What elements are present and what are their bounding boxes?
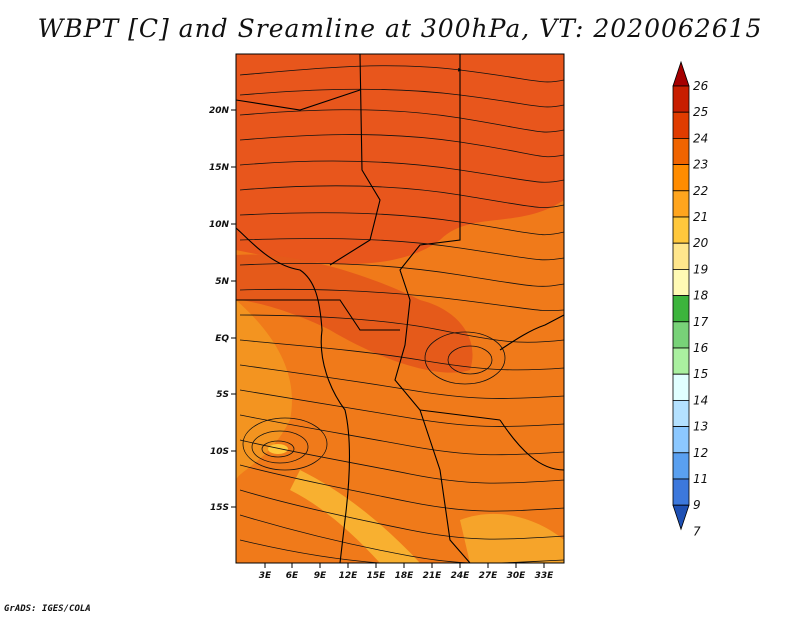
colorbar-label: 18 [693, 289, 709, 303]
x-tick-label: 21E [423, 571, 443, 581]
x-tick-label: 15E [367, 571, 387, 581]
cool-spot [268, 444, 288, 454]
colorbar-swatch [672, 268, 690, 296]
x-tick-label: 9E [314, 571, 327, 581]
cool-band-south [290, 470, 420, 563]
colorbar-label: 23 [693, 158, 708, 172]
colorbar-swatch [672, 426, 690, 454]
colorbar-label: 11 [693, 472, 708, 486]
x-tick-label: 12E [339, 571, 359, 581]
map-title: WBPT [C] and Sreamline at 300hPa, VT: 20… [37, 14, 763, 43]
colorbar-label: 17 [693, 315, 709, 329]
country-borders [236, 54, 564, 563]
colorbar-swatch [672, 321, 690, 349]
colorbar-swatch [672, 399, 690, 427]
colorbar-label: 22 [693, 184, 708, 198]
x-tick-label: 33E [535, 571, 555, 581]
colorbar-label: 19 [693, 262, 708, 276]
warm-region-north [236, 54, 564, 264]
y-tick-label: 5N [215, 277, 229, 287]
colorbar-label: 15 [693, 367, 708, 381]
colorbar-top-arrow [672, 60, 690, 87]
x-tick-label: 30E [507, 571, 527, 581]
x-tick-label: 3E [259, 571, 272, 581]
colorbar-label: 26 [693, 79, 709, 93]
y-tick-label: 15N [209, 163, 230, 173]
map-panel [236, 54, 564, 563]
y-tick-label: 10N [209, 220, 230, 230]
y-tick-label: EQ [215, 334, 229, 344]
colorbar-label: 16 [693, 341, 709, 355]
colorbar-label: 7 [693, 524, 701, 538]
colorbar-label: 12 [693, 446, 708, 460]
colorbar-swatch [672, 373, 690, 401]
colorbar-label: 13 [693, 420, 708, 434]
y-tick-label: 20N [209, 106, 230, 116]
y-axis: 20N 15N 10N 5N EQ 5S 10S 15S [209, 106, 236, 513]
x-tick-label: 6E [286, 571, 299, 581]
colorbar-swatch [672, 295, 690, 323]
y-tick-label: 5S [216, 390, 229, 400]
colorbar: 26 25 24 23 22 21 20 19 18 17 16 15 14 13 12 11 9 7 [672, 60, 709, 538]
x-tick-label: 27E [479, 571, 499, 581]
colorbar-swatch [672, 190, 690, 218]
map-frame [235, 53, 565, 564]
colorbar-swatch [672, 111, 690, 139]
colorbar-swatch [672, 478, 690, 506]
colorbar-label: 9 [693, 498, 701, 512]
colorbar-swatch [672, 347, 690, 375]
x-tick-label: 18E [395, 571, 415, 581]
colorbar-label: 25 [693, 105, 708, 119]
warm-region-central [236, 254, 473, 373]
x-axis: 3E 6E 9E 12E 15E 18E 21E 24E 27E 30E 33E [259, 563, 554, 581]
colorbar-swatch [672, 164, 690, 192]
colorbar-bottom-arrow [672, 504, 690, 531]
colorbar-swatch [672, 85, 690, 113]
colorbar-label: 20 [693, 236, 709, 250]
x-tick-label: 24E [451, 571, 471, 581]
cool-region-southwest [236, 300, 292, 480]
colorbar-swatch [672, 452, 690, 480]
grads-credit: GrADS: IGES/COLA [4, 604, 91, 614]
colorbar-label: 14 [693, 393, 708, 407]
colorbar-label: 24 [693, 131, 708, 145]
colorbar-swatch [672, 242, 690, 270]
colorbar-swatch [672, 216, 690, 244]
colorbar-label: 21 [693, 210, 708, 224]
streamlines [239, 65, 564, 563]
colorbar-swatch [672, 137, 690, 165]
y-tick-label: 15S [210, 503, 229, 513]
y-tick-label: 10S [210, 447, 229, 457]
